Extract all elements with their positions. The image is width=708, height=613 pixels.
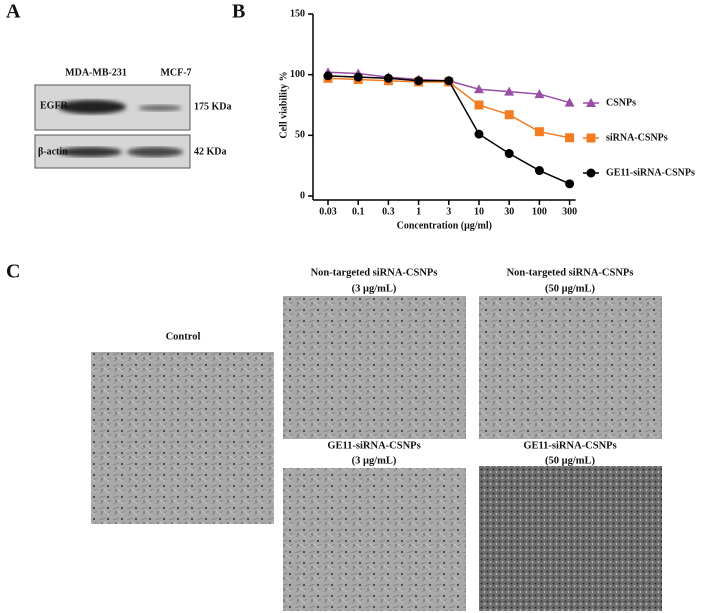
band [138, 105, 182, 111]
image-label: (3 μg/mL) [352, 283, 397, 294]
band [58, 100, 126, 114]
marker [504, 149, 514, 159]
image-label: (50 μg/mL) [545, 283, 595, 294]
protein-label: EGFR [40, 100, 69, 111]
legend-label: CSNPs [606, 97, 636, 108]
x-tick-label: 300 [562, 206, 577, 217]
marker [564, 97, 575, 107]
image-label: (3 μg/mL) [352, 455, 397, 466]
marker [474, 100, 484, 110]
micrograph [283, 296, 466, 439]
band [127, 147, 183, 157]
lane-label: MDA-MB-231 [65, 67, 127, 78]
marker [586, 133, 596, 143]
x-tick-label: 0.03 [319, 206, 337, 217]
image-label: Non-targeted siRNA-CSNPs [507, 267, 634, 278]
panel-label: C [6, 261, 20, 283]
series-line [327, 75, 570, 185]
micrograph [479, 296, 662, 439]
x-tick-label: 100 [532, 206, 547, 217]
panel-label: A [6, 1, 21, 23]
size-label: 175 KDa [194, 101, 232, 112]
image-label: (50 μg/mL) [545, 455, 595, 466]
image-label: Control [166, 331, 201, 342]
marker [383, 73, 393, 83]
legend-label: GE11-siRNA-CSNPs [606, 167, 695, 178]
series-line [327, 77, 570, 139]
marker [504, 110, 514, 120]
x-axis-label: Concentration (μg/ml) [397, 220, 492, 231]
protein-label: β-actin [38, 146, 68, 157]
image-label: GE11-siRNA-CSNPs [327, 440, 420, 451]
y-tick-label: 50 [295, 130, 305, 141]
marker [586, 98, 596, 107]
marker [534, 127, 544, 137]
marker [323, 71, 333, 81]
y-tick-label: 150 [290, 8, 305, 19]
image-label: Non-targeted siRNA-CSNPs [311, 267, 438, 278]
y-axis-label: Cell viability % [278, 71, 289, 138]
marker [474, 129, 484, 139]
y-tick-label: 100 [290, 69, 305, 80]
marker [586, 168, 596, 178]
marker [504, 86, 515, 96]
marker [565, 133, 575, 143]
image-label: GE11-siRNA-CSNPs [523, 440, 616, 451]
marker [534, 166, 544, 176]
marker [565, 179, 575, 189]
marker [414, 76, 424, 86]
lane-label: MCF-7 [160, 67, 191, 78]
micrograph [283, 468, 466, 611]
micrograph [479, 466, 662, 611]
panel-label: B [232, 1, 245, 23]
legend-label: siRNA-CSNPs [606, 132, 668, 143]
x-tick-label: 10 [474, 206, 484, 217]
band [58, 147, 122, 157]
x-tick-label: 1 [416, 206, 421, 217]
size-label: 42 KDa [194, 146, 227, 157]
micrograph [91, 352, 274, 524]
marker [534, 89, 545, 99]
marker [353, 72, 363, 82]
x-tick-label: 0.1 [352, 206, 365, 217]
x-tick-label: 0.3 [382, 206, 395, 217]
y-tick-label: 0 [300, 190, 305, 201]
marker [444, 76, 454, 86]
marker [474, 84, 484, 94]
x-tick-label: 30 [504, 206, 514, 217]
x-tick-label: 3 [446, 206, 451, 217]
chart: 0 50 100 150 0.03 0.1 0.3 1 3 10 30 100 300 Concentra… [278, 8, 695, 231]
